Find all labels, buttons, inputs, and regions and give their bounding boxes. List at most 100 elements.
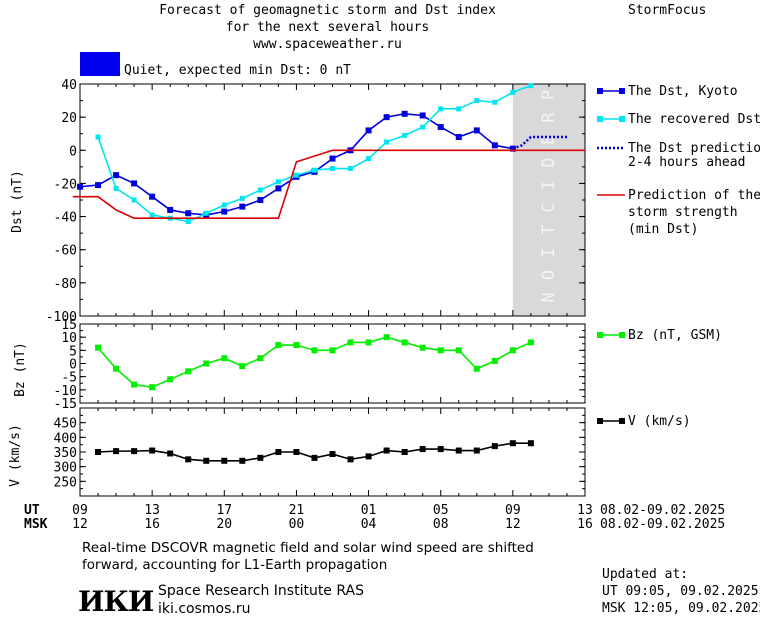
- dst-ytick-label: 40: [61, 78, 77, 93]
- bz-series-0-point: [239, 363, 246, 370]
- dst-series-1-point: [95, 134, 101, 140]
- dst-series-1-point: [221, 202, 227, 208]
- bz-ytick-label: 10: [61, 331, 77, 346]
- dst-series-1-point: [366, 156, 372, 162]
- legend-dst-recovered: The recovered Dst: [628, 112, 760, 127]
- footer-note-1: Real-time DSCOVR magnetic field and sola…: [82, 540, 534, 556]
- v-series-0-point: [95, 449, 102, 455]
- bz-series-0-point: [257, 355, 264, 362]
- dst-ytick-label: -60: [54, 244, 77, 259]
- iki-logo: ИКИ: [78, 585, 154, 618]
- time-tick-label: 09: [505, 503, 521, 518]
- ut-dates: 08.02-09.02.2025: [600, 503, 726, 518]
- bz-series-0-point: [527, 339, 534, 346]
- v-ytick-label: 350: [54, 446, 77, 461]
- status-swatch: [80, 52, 120, 76]
- legend-dst-recovered-marker: [619, 116, 625, 122]
- dst-ytick-label: -100: [46, 310, 77, 325]
- institute-site: iki.cosmos.ru: [158, 601, 251, 617]
- dst-series-0-point: [185, 210, 192, 217]
- dst-series-0-point: [221, 208, 228, 215]
- v-ytick-label: 250: [54, 475, 77, 490]
- time-tick-label: 12: [505, 517, 521, 532]
- bz-ytick-label: 5: [69, 344, 77, 359]
- status-text: Quiet, expected min Dst: 0 nT: [124, 63, 351, 78]
- bz-series-0-point: [473, 365, 480, 372]
- time-tick-label: 12: [72, 517, 88, 532]
- dst-series-1-point: [402, 132, 408, 138]
- legend-dst-kyoto-marker: [597, 88, 603, 94]
- prediction-letter: N: [539, 292, 559, 302]
- dst-series-1-point: [384, 139, 390, 145]
- dst-ytick-label: -40: [54, 211, 77, 226]
- v-series-0-point: [185, 456, 192, 463]
- dst-series-1-point: [492, 99, 498, 105]
- dst-series-0-point: [473, 127, 480, 134]
- v-ylabel: V (km/s): [7, 424, 23, 487]
- v-series-0-point: [509, 440, 516, 447]
- bz-series-0-point: [401, 339, 408, 346]
- time-tick-label: 17: [216, 503, 233, 518]
- bz-series-0-point: [185, 368, 192, 375]
- dst-series-1-point: [348, 166, 354, 172]
- title-line-2: for the next several hours: [225, 20, 430, 35]
- bz-series-0-point: [509, 347, 516, 354]
- legend-storm-3: (min Dst): [628, 222, 699, 237]
- dst-series-1-point: [438, 106, 444, 112]
- prediction-letter: D: [539, 157, 559, 167]
- time-tick-label: 16: [577, 517, 593, 532]
- dst-series-1-point: [203, 210, 209, 216]
- legend-dst-prediction-2: 2-4 hours ahead: [628, 155, 746, 170]
- dst-ytick-label: 0: [69, 144, 77, 159]
- v-ytick-label: 400: [54, 431, 77, 446]
- time-tick-label: 01: [360, 503, 377, 518]
- v-ytick-label: 300: [54, 461, 77, 476]
- dst-series-0-point: [401, 110, 408, 117]
- institute-name: Space Research Institute RAS: [158, 583, 364, 599]
- legend-bz-marker: [619, 332, 625, 338]
- bz-series-0-point: [167, 376, 174, 383]
- bz-series-0-point: [365, 339, 372, 346]
- dst-series-0-point: [275, 185, 282, 192]
- bz-series-0-point: [491, 357, 498, 364]
- dst-series-0-point: [149, 193, 156, 200]
- msk-dates: 08.02-09.02.2025: [600, 517, 726, 532]
- dst-series-1-point: [131, 197, 137, 203]
- bz-series-0-point: [455, 347, 462, 354]
- time-tick-label: 16: [144, 517, 160, 532]
- dst-series-1-line: [97, 84, 532, 223]
- v-series-0-point: [257, 454, 264, 461]
- dst-series-0-point: [491, 142, 498, 149]
- v-series-0-point: [329, 451, 336, 458]
- v-series-0-point: [221, 457, 228, 464]
- updated-label: Updated at:: [602, 567, 689, 582]
- dst-ylabel: Dst (nT): [9, 170, 25, 233]
- dst-series-0-point: [113, 172, 120, 179]
- v-ytick-label: 450: [54, 417, 77, 432]
- dst-series-0-point: [383, 114, 390, 121]
- dst-series-0-point: [455, 134, 462, 141]
- legend-v-marker: [619, 418, 625, 424]
- bz-series-0-point: [419, 344, 426, 351]
- v-series-0-point: [365, 453, 372, 460]
- bz-series-0-point: [221, 355, 228, 362]
- bz-series-0-point: [329, 347, 336, 354]
- ut-label: UT: [24, 503, 40, 518]
- prediction-letter: E: [539, 135, 559, 145]
- v-series-0-point: [527, 440, 534, 447]
- dst-series-1-point: [456, 106, 462, 112]
- bz-series-0-point: [383, 334, 390, 341]
- prediction-letter: R: [539, 112, 559, 123]
- v-series-0-point: [401, 449, 408, 455]
- bz-ytick-label: -5: [61, 371, 77, 386]
- v-series-0-point: [455, 447, 462, 454]
- time-tick-label: 13: [577, 503, 593, 518]
- dst-ytick-label: 20: [61, 111, 77, 126]
- dst-series-1-point: [239, 195, 245, 201]
- bz-series-0-point: [311, 347, 318, 354]
- v-series-0-point: [113, 448, 120, 455]
- prediction-letter: O: [539, 270, 559, 280]
- bz-ytick-label: 0: [69, 358, 77, 373]
- dst-series-3-line: [72, 149, 585, 220]
- dst-series-1-point: [293, 172, 299, 178]
